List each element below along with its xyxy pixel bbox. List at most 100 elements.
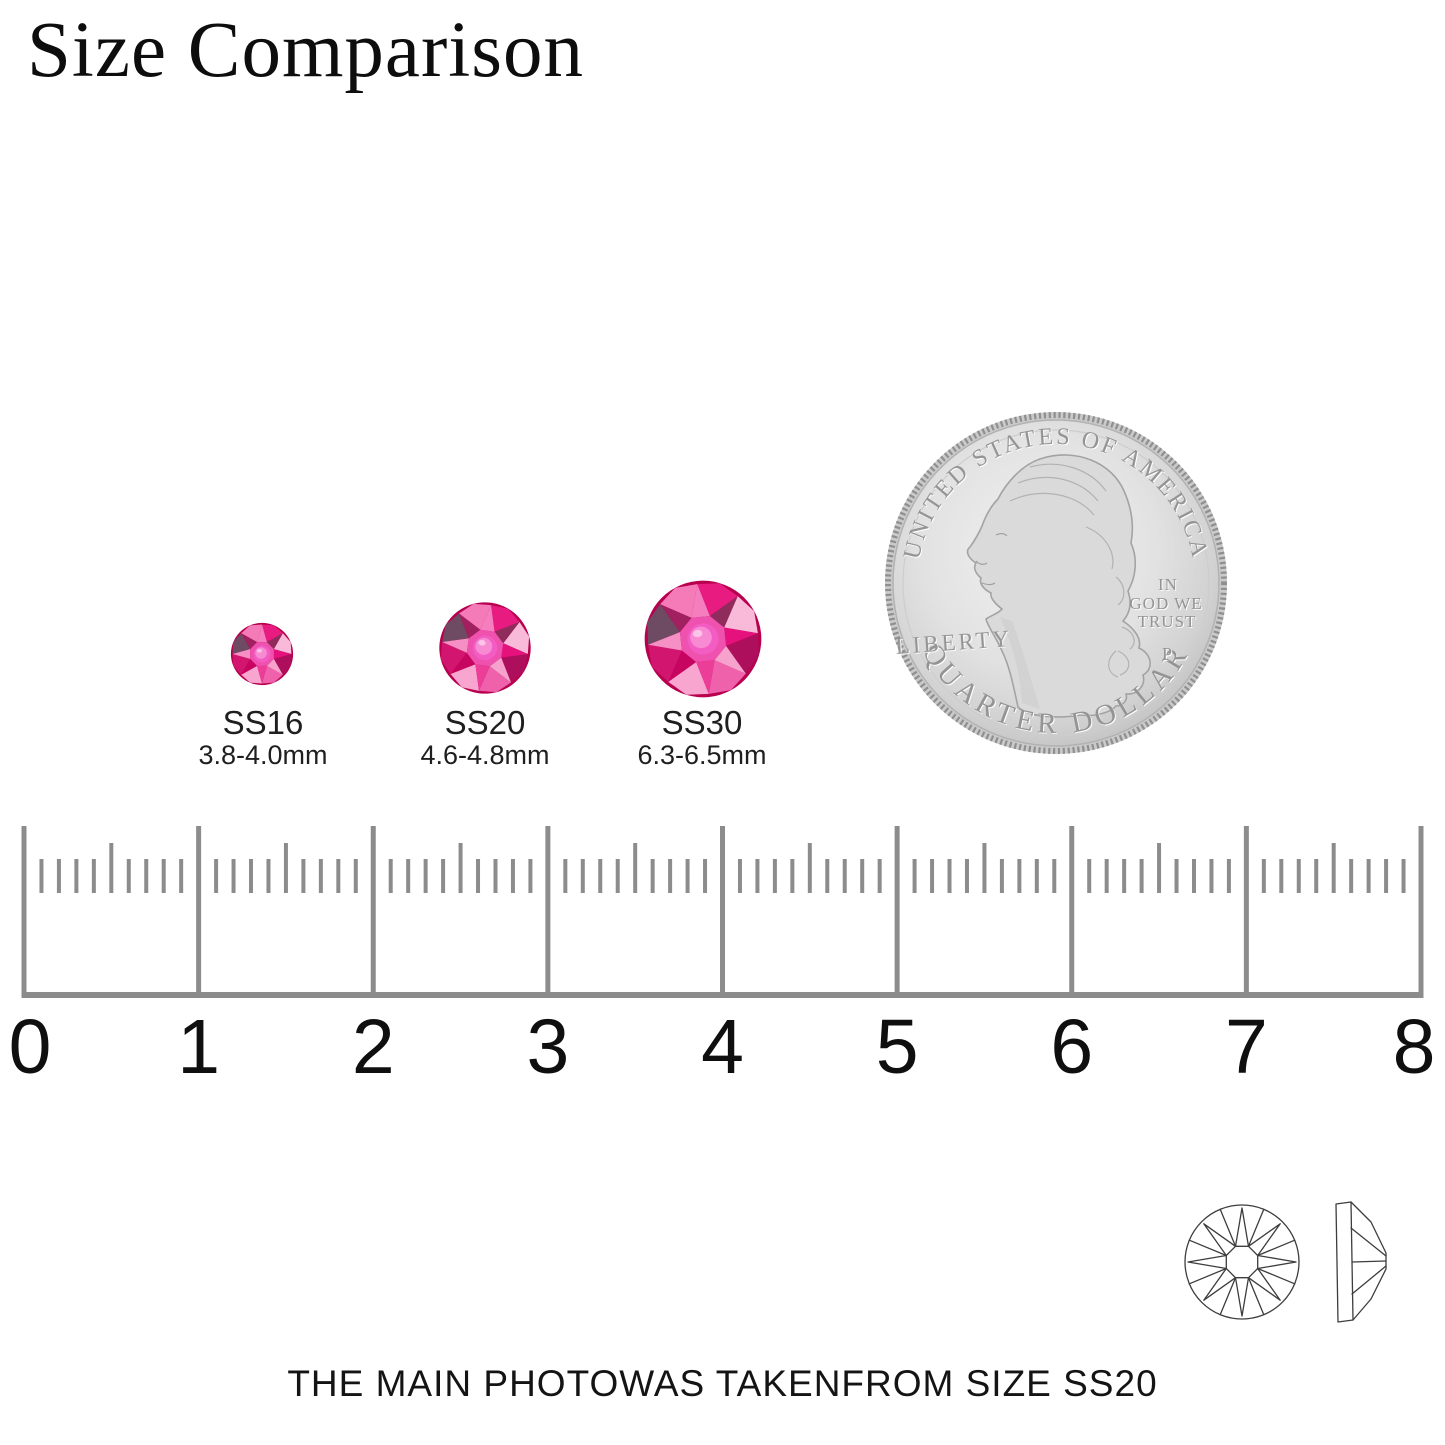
- flatback-side-view: [1335, 1201, 1387, 1323]
- ruler-minor-tick: [1331, 843, 1336, 893]
- ruler-number: 3: [526, 1004, 569, 1090]
- ruler-minor-tick: [493, 859, 498, 893]
- ruler-minor-tick: [423, 859, 428, 893]
- ruler-minor-tick: [668, 859, 673, 893]
- ruler-major-tick: [1418, 826, 1424, 998]
- ruler-major-tick: [1243, 826, 1249, 998]
- ruler-minor-tick: [301, 859, 306, 893]
- ruler-minor-tick: [336, 859, 341, 893]
- ruler-major-tick: [196, 826, 202, 998]
- ruler-minor-tick: [1296, 859, 1301, 893]
- ruler-minor-tick: [1384, 859, 1389, 893]
- ruler-minor-tick: [982, 843, 987, 893]
- ruler-minor-tick: [214, 859, 219, 893]
- ruler-minor-tick: [755, 859, 760, 893]
- ruler-minor-tick: [266, 859, 271, 893]
- ruler-minor-tick: [790, 859, 795, 893]
- ruler-minor-tick: [249, 859, 254, 893]
- ruler-minor-tick: [912, 859, 917, 893]
- ruler-minor-tick: [144, 859, 149, 893]
- ruler-major-tick: [1069, 826, 1075, 998]
- stone-size-label-ss16: SS16: [222, 704, 304, 741]
- ruler-minor-tick: [39, 859, 44, 893]
- ruler-minor-tick: [91, 859, 96, 893]
- rhinestone-ss20-photo: [438, 601, 532, 695]
- ruler-minor-tick: [231, 859, 236, 893]
- ruler-minor-tick: [318, 859, 323, 893]
- ruler-minor-tick: [947, 859, 952, 893]
- coin-rim-line: [902, 429, 1210, 737]
- stone-mm-range-ss16: 3.8-4.0mm: [198, 740, 328, 770]
- ruler-minor-tick: [1087, 859, 1092, 893]
- ruler-minor-tick: [353, 859, 358, 893]
- ruler-minor-tick: [615, 859, 620, 893]
- ruler-number: 4: [701, 1004, 744, 1090]
- ruler-minor-tick: [1366, 859, 1371, 893]
- stone-size-label-ss30: SS30: [661, 704, 743, 741]
- stone-mm-range-ss30: 6.3-6.5mm: [637, 740, 767, 770]
- ruler-minor-tick: [842, 859, 847, 893]
- ruler-minor-tick: [1174, 859, 1179, 893]
- ruler-number: 5: [876, 1004, 919, 1090]
- ruler-minor-tick: [1261, 859, 1266, 893]
- ruler-major-tick: [894, 826, 900, 998]
- ruler-minor-tick: [1157, 843, 1162, 893]
- ruler-number: 6: [1050, 1004, 1093, 1090]
- ruler: 0 1 2 3 4 5 6 7 8: [9, 826, 1436, 1090]
- ruler-major-tick: [370, 826, 376, 998]
- washington-profile: [966, 454, 1151, 718]
- ruler-minor-tick: [877, 859, 882, 893]
- ruler-minor-tick: [126, 859, 131, 893]
- flatback-outline-drawings: [1184, 1201, 1387, 1323]
- ruler-minor-tick: [1279, 859, 1284, 893]
- ruler-minor-tick: [807, 843, 812, 893]
- svg-text:TRUST: TRUST: [1138, 612, 1197, 631]
- ruler-number: 2: [352, 1004, 395, 1090]
- ruler-minor-tick: [1401, 859, 1406, 893]
- ruler-minor-tick: [1104, 859, 1109, 893]
- ruler-minor-tick: [179, 859, 184, 893]
- ruler-minor-tick: [1052, 859, 1057, 893]
- ruler-minor-tick: [1139, 859, 1144, 893]
- ruler-minor-tick: [930, 859, 935, 893]
- ruler-minor-tick: [1226, 859, 1231, 893]
- ruler-minor-tick: [1314, 859, 1319, 893]
- svg-text:GOD WE: GOD WE: [1129, 594, 1202, 613]
- ruler-minor-tick: [74, 859, 79, 893]
- ruler-minor-tick: [406, 859, 411, 893]
- ruler-number: 1: [177, 1004, 220, 1090]
- coin-mint-mark: P: [1162, 644, 1172, 664]
- ruler-minor-tick: [633, 843, 638, 893]
- ruler-minor-tick: [563, 859, 568, 893]
- ruler-minor-tick: [703, 859, 708, 893]
- ruler-minor-tick: [528, 859, 533, 893]
- ruler-minor-tick: [56, 859, 61, 893]
- ruler-minor-tick: [1122, 859, 1127, 893]
- ruler-minor-tick: [825, 859, 830, 893]
- ruler-minor-tick: [598, 859, 603, 893]
- ruler-minor-tick: [109, 843, 114, 893]
- ruler-minor-tick: [388, 859, 393, 893]
- ruler-minor-tick: [737, 859, 742, 893]
- ruler-number: 8: [1393, 1004, 1436, 1090]
- ruler-number: 7: [1225, 1004, 1268, 1090]
- flatback-top-view: [1184, 1204, 1300, 1320]
- footnote-text: THE MAIN PHOTOWAS TAKENFROM SIZE SS20: [287, 1363, 1158, 1404]
- ruler-major-tick: [720, 826, 725, 998]
- ruler-minor-tick: [772, 859, 777, 893]
- ruler-minor-tick: [1034, 859, 1039, 893]
- rhinestone-ss16-photo: [230, 622, 294, 686]
- ruler-minor-tick: [1209, 859, 1214, 893]
- page-title: Size Comparison: [27, 7, 584, 94]
- svg-text:IN: IN: [1158, 575, 1178, 594]
- ruler-minor-tick: [476, 859, 481, 893]
- ruler-minor-tick: [458, 843, 463, 893]
- ruler-minor-tick: [1017, 859, 1022, 893]
- coin-graphic: UNITED STATES OF AMERICA QUARTER DOLLAR …: [885, 412, 1227, 754]
- ruler-minor-tick: [161, 859, 166, 893]
- ruler-minor-tick: [283, 843, 288, 893]
- ruler-minor-tick: [964, 859, 969, 893]
- ruler-minor-tick: [580, 859, 585, 893]
- ruler-minor-tick: [510, 859, 515, 893]
